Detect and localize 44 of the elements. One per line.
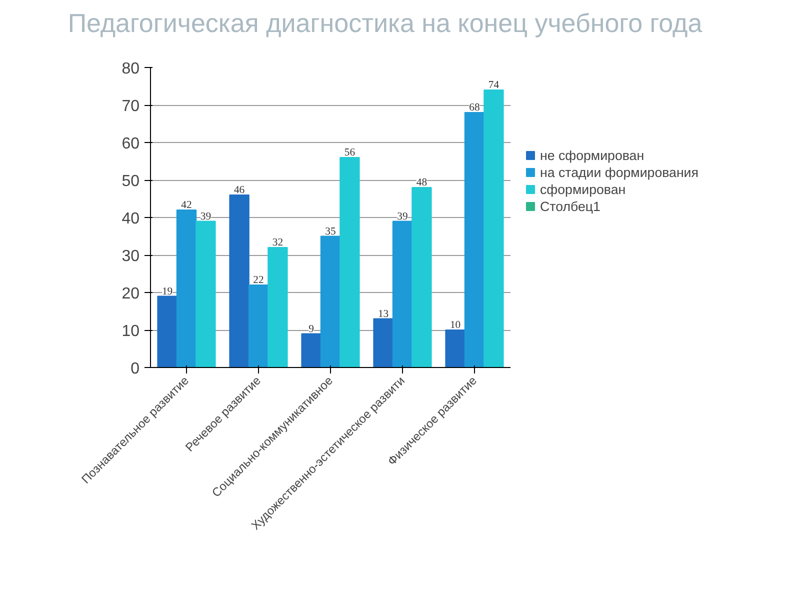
data-label: 39 <box>200 211 212 222</box>
legend-label: сформирован <box>540 182 626 197</box>
y-tick-label: 80 <box>122 60 140 78</box>
bar <box>176 210 197 368</box>
bar <box>229 194 250 368</box>
data-label: 9 <box>308 324 314 335</box>
data-label: 46 <box>234 185 246 196</box>
bar <box>412 187 432 368</box>
y-tick-label: 50 <box>122 173 140 190</box>
data-label: 10 <box>450 320 461 332</box>
data-label: 32 <box>272 238 284 249</box>
data-label: 35 <box>325 226 336 238</box>
bar <box>196 220 216 368</box>
data-label: 19 <box>162 286 173 298</box>
y-tick-label: 30 <box>122 248 140 266</box>
bar <box>320 236 341 368</box>
y-tick-label: 0 <box>130 360 140 378</box>
y-tick-label: 70 <box>122 98 140 116</box>
data-label: 22 <box>253 275 264 286</box>
bar <box>392 220 413 368</box>
y-tick-label: 20 <box>122 286 140 303</box>
bar <box>445 330 466 368</box>
bar <box>464 112 485 368</box>
data-label: 39 <box>397 211 408 222</box>
bar <box>373 318 394 368</box>
legend-label: Столбец1 <box>540 198 600 214</box>
data-label: 68 <box>469 102 480 114</box>
bar <box>484 90 504 368</box>
bar <box>340 157 360 368</box>
data-label: 13 <box>378 308 389 320</box>
bar <box>157 296 178 368</box>
bar <box>248 284 269 368</box>
legend-label: не сформирован <box>540 148 644 163</box>
legend-label: на стадии формирования <box>540 164 698 180</box>
bar <box>301 333 322 368</box>
bar <box>268 247 288 368</box>
data-label: 74 <box>488 80 500 92</box>
data-label: 42 <box>181 200 192 212</box>
y-tick-label: 40 <box>122 210 140 228</box>
y-tick-label: 10 <box>122 323 140 340</box>
data-label: 48 <box>416 178 428 189</box>
y-tick-label: 60 <box>122 136 140 153</box>
data-label: 56 <box>344 148 356 159</box>
chart-title: Педагогическая диагностика на конец учебного года <box>68 7 702 40</box>
